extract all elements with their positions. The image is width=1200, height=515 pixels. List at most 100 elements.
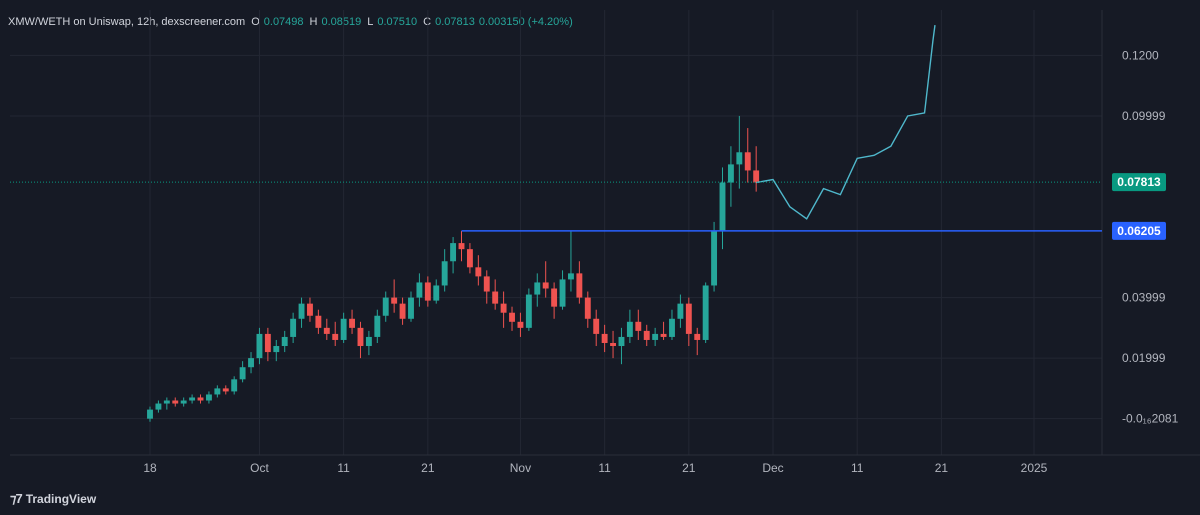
candle-body: [626, 321, 633, 337]
candle: [416, 273, 423, 307]
candle-body: [433, 285, 440, 301]
candle: [189, 394, 196, 404]
chart-legend: XMW/WETH on Uniswap, 12h, dexscreener.co…: [8, 16, 573, 28]
candle: [593, 309, 600, 347]
last-price-badge: [1112, 173, 1166, 192]
candle: [315, 309, 322, 334]
candle-body: [391, 297, 398, 304]
candle-body: [475, 267, 482, 277]
candle-body: [551, 288, 558, 307]
candle: [509, 306, 515, 331]
candle-body: [248, 358, 254, 368]
candle: [584, 291, 591, 328]
candle: [365, 330, 372, 356]
x-tick-label: 21: [682, 461, 696, 475]
candle-body: [290, 318, 297, 337]
candle: [618, 327, 625, 365]
candle-body: [382, 297, 389, 316]
candle-body: [408, 297, 414, 319]
candle-body: [365, 336, 372, 347]
candle: [727, 146, 734, 207]
level-price-badge: [1112, 221, 1166, 240]
y-tick-label: 0.1200: [1122, 48, 1159, 62]
x-tick-label: 21: [421, 461, 435, 475]
candle: [483, 270, 490, 304]
candle-body: [685, 303, 692, 334]
candle-body: [273, 346, 280, 353]
candle-body: [180, 400, 187, 404]
x-tick-label: 11: [598, 461, 611, 475]
candle-body: [500, 303, 507, 313]
candle-body: [744, 152, 751, 171]
candle: [500, 291, 507, 328]
candle-body: [256, 333, 263, 359]
candle: [702, 282, 709, 343]
candle: [197, 394, 204, 404]
candle-body: [298, 303, 305, 319]
candle: [685, 297, 692, 347]
open-value: 0.07498: [263, 16, 304, 28]
low-label: L: [367, 16, 374, 28]
candle: [719, 167, 726, 250]
grid-lines: [10, 10, 1102, 455]
candle-body: [357, 327, 364, 347]
candle: [214, 385, 221, 398]
candle: [559, 270, 566, 310]
candle-body: [576, 273, 583, 298]
brand-name: TradingView: [25, 492, 97, 506]
low-value: 0.07510: [377, 16, 418, 28]
candle: [256, 327, 263, 365]
candle: [568, 230, 574, 292]
x-tick-label: 18: [143, 461, 157, 475]
candle: [635, 309, 642, 340]
candle: [307, 297, 313, 322]
candle: [660, 321, 667, 340]
x-tick-label: 2025: [1021, 461, 1048, 475]
candle-body: [542, 282, 549, 289]
candle: [374, 309, 381, 343]
candle: [147, 406, 153, 422]
candle: [222, 385, 229, 395]
candle-body: [593, 318, 600, 334]
candle: [626, 309, 633, 343]
candle: [424, 276, 431, 307]
candle-body: [147, 409, 153, 419]
candle: [744, 128, 751, 183]
tradingview-logo[interactable]: ⁊7 TradingView: [10, 491, 96, 507]
candle: [441, 249, 448, 292]
candle: [525, 288, 532, 331]
candle: [391, 279, 398, 313]
level-price-label: 0.06205: [1117, 224, 1161, 238]
candle-body: [509, 312, 515, 322]
candle-body: [349, 318, 356, 328]
candle: [273, 339, 280, 362]
candle-body: [281, 336, 288, 347]
candle-body: [399, 303, 406, 319]
candle-body: [441, 261, 448, 286]
change-value: 0.003150 (+4.20%): [478, 16, 573, 28]
candle: [332, 321, 339, 347]
candle-body: [483, 276, 490, 292]
candle: [711, 221, 718, 292]
close-label: C: [423, 16, 432, 28]
candle-body: [568, 273, 574, 280]
candle: [534, 273, 541, 307]
candle: [694, 327, 701, 356]
candle-body: [525, 294, 532, 328]
candle-body: [660, 333, 667, 337]
candle: [576, 261, 583, 304]
candle-body: [458, 243, 465, 250]
candle: [458, 230, 465, 262]
candle: [492, 279, 499, 310]
open-label: O: [251, 16, 260, 28]
candle: [382, 291, 389, 322]
candle: [298, 297, 305, 328]
candle-body: [214, 388, 221, 395]
tradingview-logo-icon: ⁊7: [10, 491, 23, 506]
candle-body: [618, 336, 625, 347]
candle: [281, 330, 288, 353]
candle-body: [610, 342, 616, 347]
candle-body: [340, 318, 347, 340]
candle-body: [702, 285, 709, 340]
